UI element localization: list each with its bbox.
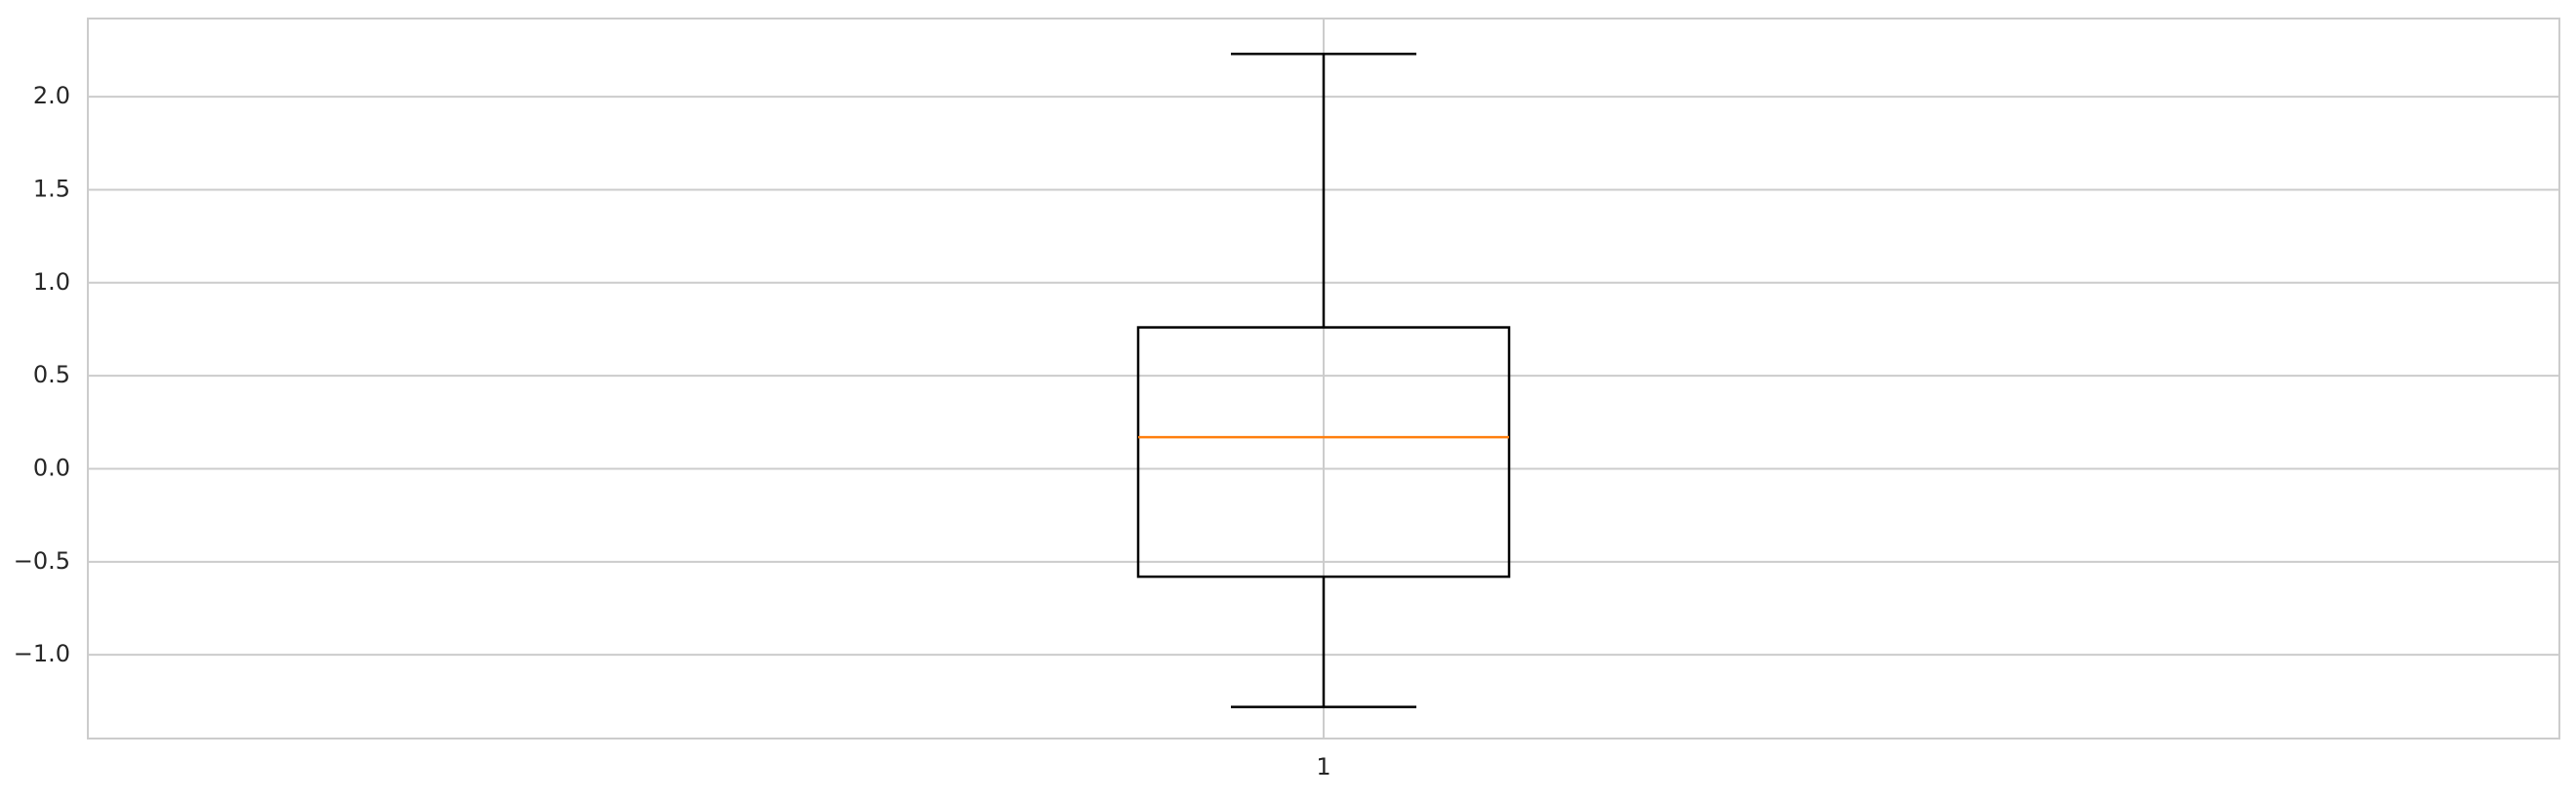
x-tick-label: 1 [1316, 753, 1330, 780]
y-tick-label: 1.5 [33, 175, 70, 202]
plot-frame [87, 18, 2560, 740]
y-tick-label: 0.5 [33, 361, 70, 388]
y-tick-label: −0.5 [14, 547, 70, 575]
y-tick-label: −1.0 [14, 640, 70, 667]
y-tick-label: 0.0 [33, 454, 70, 481]
y-tick-label: 1.0 [33, 268, 70, 296]
interquartile-box [1136, 326, 1511, 579]
y-tick-label: 2.0 [33, 82, 70, 109]
y-tick-labels: −1.0 −0.5 0.0 0.5 1.0 1.5 2.0 [14, 82, 70, 667]
box-group [1136, 52, 1511, 708]
x-tick-labels: 1 [1316, 753, 1330, 780]
